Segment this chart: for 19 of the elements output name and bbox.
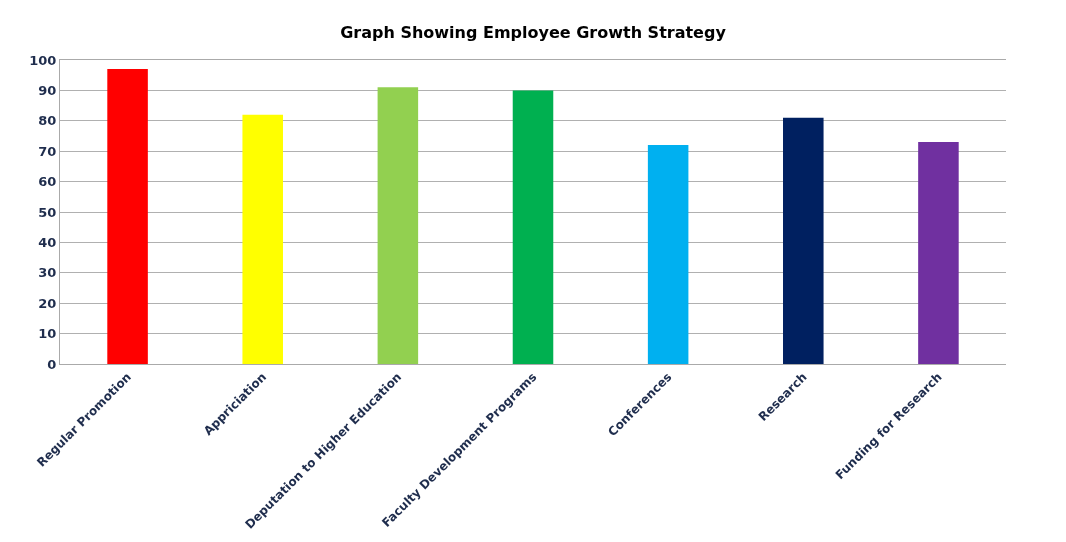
- bar: [783, 117, 824, 364]
- y-tick-label: 60: [38, 174, 57, 190]
- y-tick-label: 30: [38, 265, 57, 281]
- chart-title: Graph Showing Employee Growth Strategy: [340, 23, 727, 43]
- y-tick-label: 20: [38, 295, 57, 311]
- y-tick-label: 40: [38, 234, 57, 250]
- y-tick-label: 90: [38, 82, 57, 98]
- bar: [107, 69, 148, 364]
- y-tick-label: 50: [38, 204, 57, 220]
- bar: [377, 87, 419, 364]
- bar: [918, 142, 959, 364]
- bar: [242, 114, 283, 364]
- y-tick-label: 80: [38, 113, 57, 129]
- y-tick-label: 0: [47, 356, 57, 372]
- y-tick-label: 100: [29, 52, 57, 68]
- y-tick-label: 70: [38, 143, 57, 159]
- bar: [647, 145, 689, 364]
- bar: [512, 90, 554, 364]
- y-tick-label: 10: [38, 326, 57, 342]
